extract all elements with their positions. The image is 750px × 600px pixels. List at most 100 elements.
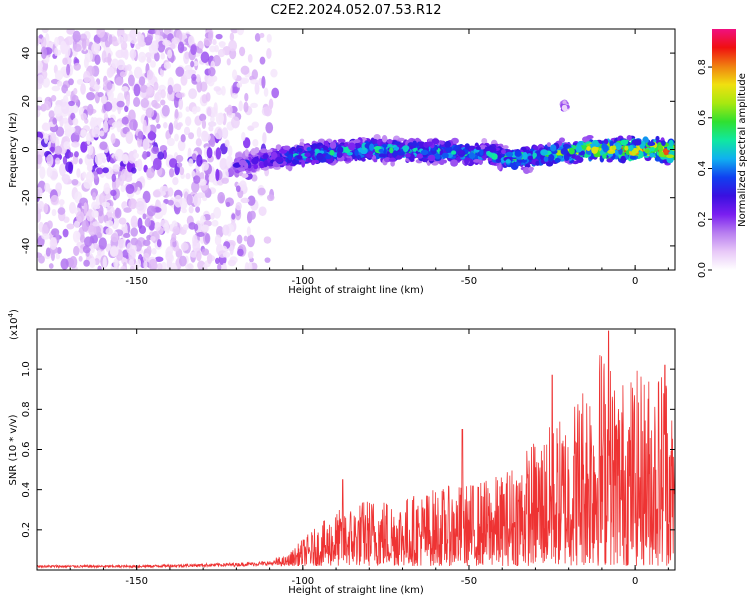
spectrogram-noise-mark bbox=[247, 195, 256, 206]
spectrogram-x-tick-label: 0 bbox=[632, 276, 638, 287]
spectrogram-noise-mark bbox=[61, 101, 70, 115]
spectrogram-noise-mark bbox=[119, 71, 127, 78]
spectrogram-noise-mark bbox=[156, 262, 163, 270]
spectrogram-noise-mark bbox=[114, 207, 122, 219]
spectrogram-ridge-mark bbox=[478, 159, 483, 165]
spectrogram-noise-mark bbox=[142, 150, 148, 160]
spectrogram-noise-mark bbox=[196, 154, 203, 167]
spectrogram-noise-mark bbox=[169, 168, 175, 178]
spectrogram-ridge-mark bbox=[649, 152, 655, 158]
spectrogram-noise-mark bbox=[62, 57, 68, 65]
spectrogram-noise-mark bbox=[129, 119, 139, 131]
spectrogram-ridge-mark bbox=[609, 140, 614, 147]
spectrogram-noise-mark bbox=[236, 82, 243, 88]
spectrogram-noise-mark bbox=[54, 70, 64, 81]
spectrogram-noise-mark bbox=[207, 121, 217, 127]
spectrogram-noise-mark bbox=[72, 30, 81, 43]
spectrogram-heatmap bbox=[37, 29, 675, 270]
spectrogram-noise-mark bbox=[201, 119, 207, 130]
spectrogram-noise-mark bbox=[87, 144, 94, 156]
spectrogram-noise-mark bbox=[227, 145, 233, 157]
spectrogram-noise-mark bbox=[129, 29, 138, 39]
spectrogram-noise-mark bbox=[105, 46, 111, 54]
spectrogram-noise-mark bbox=[125, 184, 135, 195]
spectrogram-noise-mark bbox=[99, 141, 108, 150]
spectrogram-noise-mark bbox=[65, 90, 72, 97]
spectrogram-noise-mark bbox=[56, 80, 63, 87]
spectrogram-noise-mark bbox=[264, 257, 271, 263]
snr-y-ticks: 0.2 0.4 0.6 0.8 1.0 bbox=[21, 361, 675, 538]
spectrogram-noise-mark bbox=[87, 104, 94, 116]
spectrogram-noise-mark bbox=[205, 92, 211, 102]
spectrogram-y-tick-label: -20 bbox=[21, 190, 32, 206]
spectrogram-noise-mark bbox=[96, 119, 102, 126]
spectrogram-ridge-mark bbox=[631, 149, 636, 156]
spectrogram-noise-mark bbox=[263, 87, 269, 97]
spectrogram-noise-mark bbox=[225, 201, 231, 208]
spectrogram-noise-mark bbox=[250, 102, 258, 109]
spectrogram-ridge-mark bbox=[254, 146, 260, 154]
spectrogram-noise-mark bbox=[215, 112, 224, 126]
spectrogram-noise-mark bbox=[101, 201, 111, 208]
spectrogram-ridge-mark bbox=[390, 160, 395, 167]
spectrogram-noise-mark bbox=[120, 184, 126, 193]
spectrogram-noise-mark bbox=[146, 234, 152, 241]
spectrogram-noise-mark bbox=[145, 86, 155, 97]
spectrogram-ridge-mark bbox=[535, 160, 540, 166]
spectrogram-noise-mark bbox=[159, 185, 169, 192]
spectrogram-ridge-mark bbox=[397, 137, 405, 142]
spectrogram-noise-mark bbox=[215, 257, 220, 265]
spectrogram-noise-mark bbox=[221, 263, 227, 270]
spectrogram-ridge-mark bbox=[434, 153, 441, 160]
spectrogram-noise-mark bbox=[43, 203, 49, 214]
spectrogram-noise-mark bbox=[44, 182, 51, 192]
spectrogram-noise-mark bbox=[148, 258, 158, 270]
spectrogram-noise-mark bbox=[151, 146, 160, 155]
spectrogram-ridge-mark bbox=[282, 145, 291, 151]
spectrogram-noise-mark bbox=[92, 192, 97, 201]
spectrogram-noise-mark bbox=[84, 236, 93, 247]
spectrogram-noise-mark bbox=[196, 127, 202, 139]
spectrogram-ridge-mark bbox=[347, 142, 356, 151]
spectrogram-noise-mark bbox=[171, 232, 177, 242]
spectrogram-noise-mark bbox=[184, 64, 193, 71]
spectrogram-noise-mark bbox=[184, 51, 190, 60]
spectrogram-ridge-mark bbox=[501, 149, 506, 155]
spectrogram-noise-mark bbox=[217, 263, 222, 270]
spectrogram-ridge-mark bbox=[647, 141, 656, 147]
spectrogram-noise-mark bbox=[82, 171, 87, 179]
spectrogram-noise-mark bbox=[41, 224, 49, 237]
spectrogram-noise-mark bbox=[178, 255, 187, 267]
spectrogram-noise-mark bbox=[68, 78, 74, 86]
spectrogram-noise-mark bbox=[229, 32, 235, 42]
spectrogram-noise-mark bbox=[68, 151, 74, 158]
spectrogram-noise-mark bbox=[213, 207, 222, 219]
spectrogram-ridge-mark bbox=[495, 158, 501, 163]
spectrogram-ridge-mark bbox=[475, 146, 481, 151]
spectrogram-y-tick-label: 0 bbox=[21, 146, 32, 152]
spectrogram-noise-mark bbox=[37, 109, 41, 118]
spectrogram-noise-mark bbox=[188, 88, 198, 100]
spectrogram-noise-mark bbox=[235, 201, 242, 211]
spectrogram-noise-mark bbox=[271, 87, 280, 99]
spectrogram-noise-mark bbox=[50, 194, 59, 205]
spectrogram-noise-mark bbox=[167, 84, 173, 95]
spectrogram-ridge-mark bbox=[355, 155, 361, 159]
spectrogram-noise-mark bbox=[37, 209, 42, 223]
spectrogram-noise-mark bbox=[83, 202, 88, 215]
snr-x-tick-label: 0 bbox=[632, 576, 638, 587]
spectrogram-noise-mark bbox=[160, 261, 167, 270]
spectrogram-noise-mark bbox=[91, 127, 101, 138]
spectrogram-noise-mark bbox=[162, 150, 167, 160]
spectrogram-noise-mark bbox=[69, 255, 78, 269]
spectrogram-noise-mark bbox=[90, 116, 95, 130]
spectrogram-noise-mark bbox=[146, 34, 153, 43]
spectrogram-ridge-mark bbox=[481, 137, 488, 144]
spectrogram-noise-mark bbox=[251, 69, 259, 80]
spectrogram-noise-mark bbox=[213, 86, 221, 92]
spectrogram-noise-mark bbox=[139, 84, 148, 93]
spectrogram-ridge-mark bbox=[554, 157, 561, 163]
spectrogram-ridge-mark bbox=[393, 146, 400, 151]
spectrogram-noise-mark bbox=[227, 259, 237, 267]
